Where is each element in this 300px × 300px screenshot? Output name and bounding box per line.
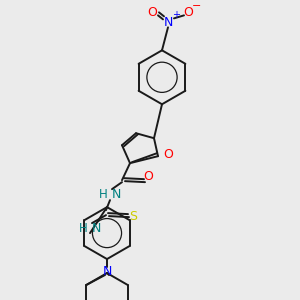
Text: S: S: [129, 210, 137, 223]
Text: H: H: [79, 222, 88, 235]
Text: N: N: [163, 16, 173, 29]
Text: N: N: [92, 222, 101, 235]
Text: O: O: [183, 6, 193, 19]
Text: O: O: [163, 148, 173, 161]
Text: H: H: [99, 188, 108, 201]
Text: O: O: [147, 6, 157, 19]
Text: N: N: [112, 188, 122, 201]
Text: −: −: [192, 2, 202, 11]
Text: O: O: [143, 170, 153, 183]
Text: N: N: [102, 265, 112, 278]
Text: +: +: [172, 11, 180, 20]
